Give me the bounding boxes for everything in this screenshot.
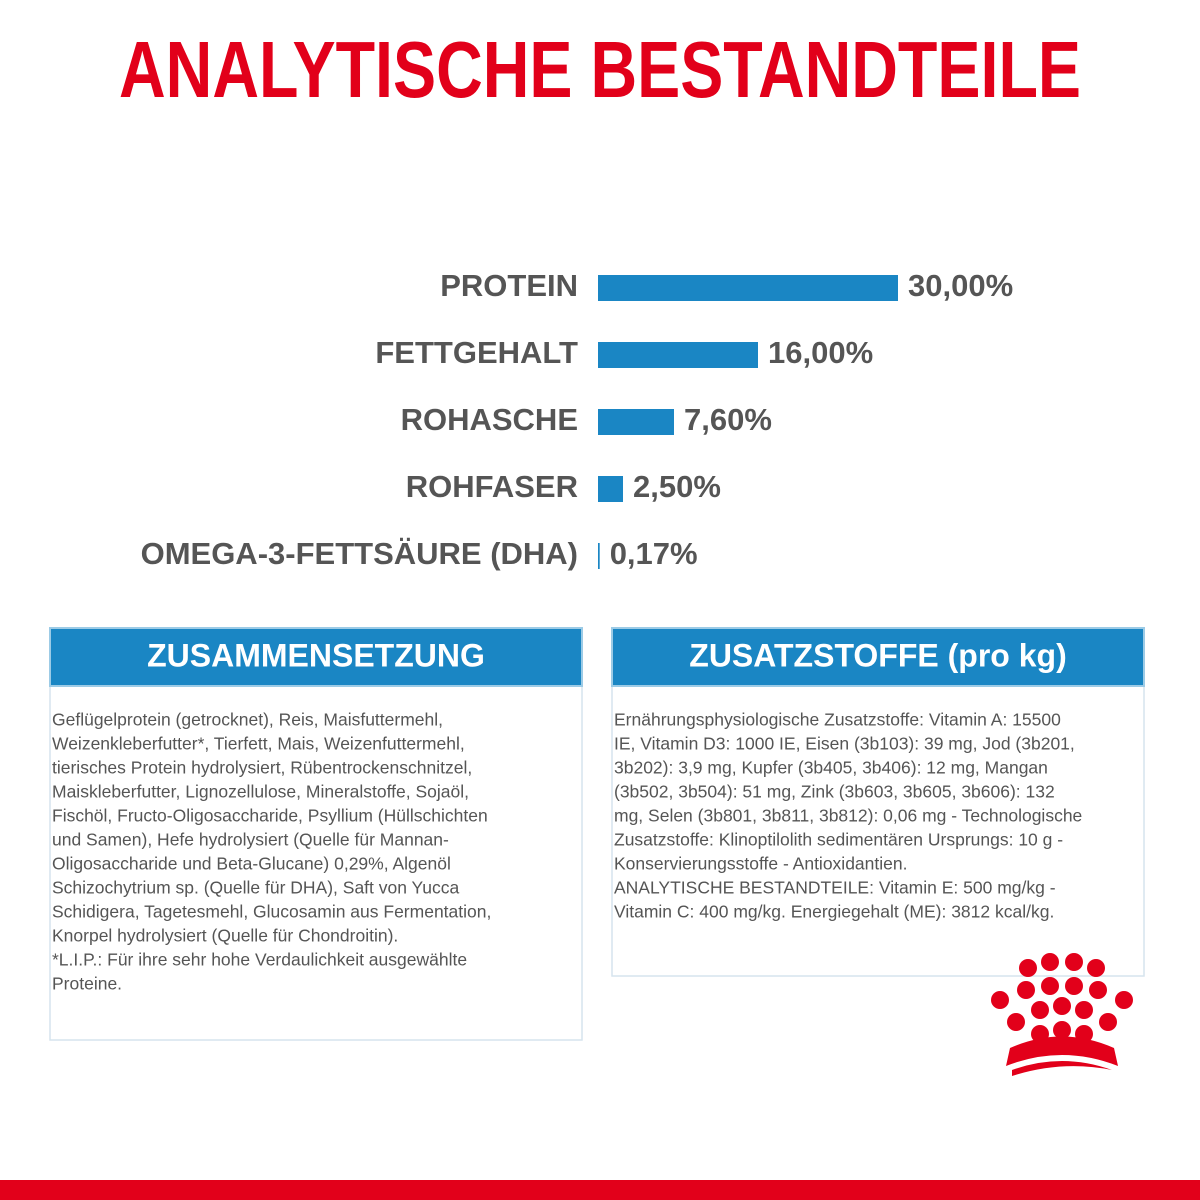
bar (598, 543, 600, 569)
panel-title: ZUSAMMENSETZUNG (147, 637, 485, 673)
value-label: 16,00% (768, 335, 873, 370)
panel-text: Vitamin C: 400 mg/kg. Energiegehalt (ME)… (614, 902, 1054, 922)
panel-text: Oligosaccharide und Beta-Glucane) 0,29%,… (52, 854, 451, 874)
panel-text: Zusatzstoffe: Klinoptilolith sedimentäre… (614, 830, 1063, 850)
category-label: ROHASCHE (401, 402, 578, 437)
panel-text: IE, Vitamin D3: 1000 IE, Eisen (3b103): … (614, 734, 1075, 754)
category-label: PROTEIN (440, 268, 578, 303)
panel-text: ANALYTISCHE BESTANDTEILE: Vitamin E: 500… (614, 878, 1056, 898)
panel-text: Geflügelprotein (getrocknet), Reis, Mais… (52, 710, 443, 730)
panel-text: Proteine. (52, 974, 122, 994)
panel-title: ZUSATZSTOFFE (pro kg) (689, 637, 1066, 673)
panel-text: *L.I.P.: Für ihre sehr hohe Verdaulichke… (52, 950, 467, 970)
bar (598, 275, 898, 301)
bar (598, 342, 758, 368)
panel-text: Fischöl, Fructo-Oligosaccharide, Psylliu… (52, 806, 488, 826)
value-label: 7,60% (684, 402, 772, 437)
panel-text: tierisches Protein hydrolysiert, Rübentr… (52, 758, 472, 778)
chart-title: ANALYTISCHE BESTANDTEILE (119, 25, 1081, 114)
bar (598, 409, 674, 435)
footer-bar (0, 1180, 1200, 1200)
logo (991, 953, 1133, 1076)
panel-text: Schidigera, Tagetesmehl, Glucosamin aus … (52, 902, 491, 922)
panel-text: mg, Selen (3b801, 3b811, 3b812): 0,06 mg… (614, 806, 1082, 826)
panel-text: (3b502, 3b504): 51 mg, Zink (3b603, 3b60… (614, 782, 1055, 802)
panel-text: 3b202): 3,9 mg, Kupfer (3b405, 3b406): 1… (614, 758, 1048, 778)
category-label: FETTGEHALT (375, 335, 578, 370)
panel-header-box (49, 627, 583, 687)
panel-text: und Samen), Hefe hydrolysiert (Quelle fü… (52, 830, 449, 850)
panel-text: Konservierungsstoffe - Antioxidantien. (614, 854, 907, 874)
category-label: ROHFASER (406, 469, 578, 504)
value-label: 0,17% (610, 536, 698, 571)
value-label: 2,50% (633, 469, 721, 504)
value-label: 30,00% (908, 268, 1013, 303)
bar (598, 476, 623, 502)
panel-text: Knorpel hydrolysiert (Quelle für Chondro… (52, 926, 398, 946)
panel-text: Ernährungsphysiologische Zusatzstoffe: V… (614, 710, 1061, 730)
category-label: OMEGA-3-FETTSÄURE (DHA) (141, 536, 578, 571)
panel-text: Maiskleberfutter, Lignozellulose, Minera… (52, 782, 469, 802)
panel-text: Schizochytrium sp. (Quelle für DHA), Saf… (52, 878, 459, 898)
panel-text: Weizenkleberfutter*, Tierfett, Mais, Wei… (52, 734, 465, 754)
panel-header-box (611, 627, 1145, 687)
